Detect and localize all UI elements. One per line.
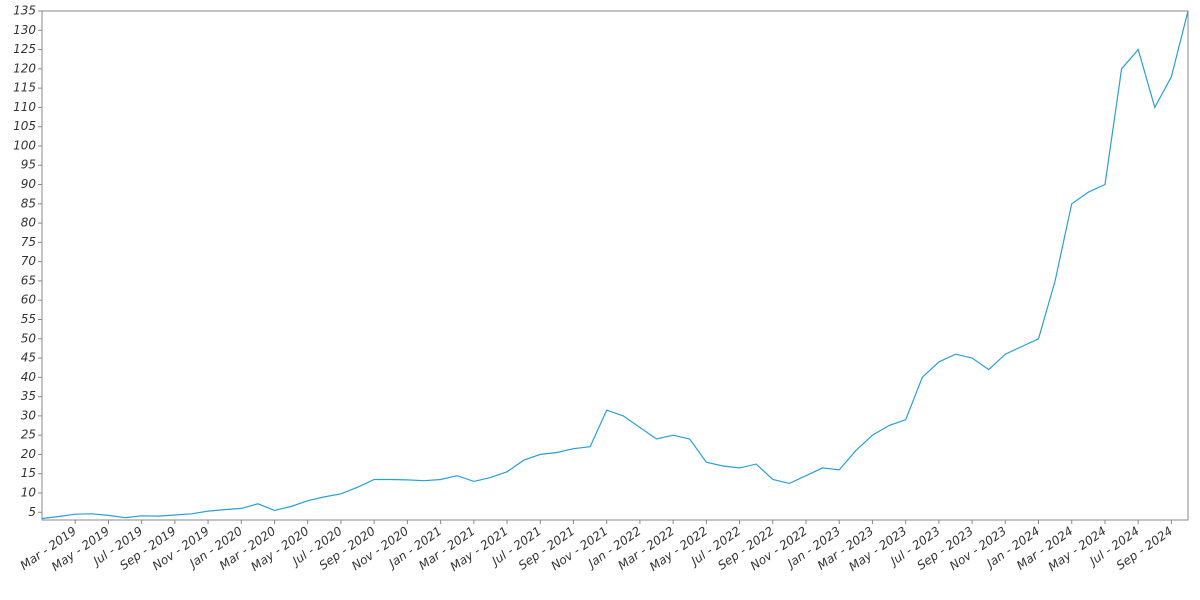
- y-tick-label: 80: [21, 216, 37, 230]
- y-tick-label: 15: [21, 466, 36, 480]
- y-tick-label: 35: [21, 389, 36, 403]
- y-tick-label: 65: [21, 273, 36, 287]
- y-tick-label: 45: [21, 351, 36, 365]
- y-tick-label: 60: [21, 293, 37, 307]
- plot-frame: [41, 10, 1189, 521]
- y-tick-label: 70: [21, 254, 37, 268]
- y-tick-label: 95: [21, 158, 36, 172]
- y-tick-label: 120: [13, 61, 36, 75]
- y-tick-label: 50: [21, 331, 37, 345]
- y-tick-label: 30: [21, 408, 37, 422]
- price-line: [41, 10, 1189, 520]
- y-tick-label: 125: [13, 42, 36, 56]
- y-tick-label: 20: [21, 447, 37, 461]
- y-tick-label: 105: [13, 119, 36, 133]
- y-tick-label: 115: [13, 81, 36, 95]
- y-tick-label: 130: [13, 23, 36, 37]
- y-tick-label: 75: [21, 235, 36, 249]
- y-tick-label: 90: [21, 177, 37, 191]
- y-tick-label: 100: [13, 138, 36, 152]
- y-tick-label: 5: [28, 505, 36, 519]
- y-tick-label: 110: [13, 100, 36, 114]
- y-tick-label: 25: [21, 428, 36, 442]
- y-tick-label: 40: [21, 370, 37, 384]
- y-tick-label: 85: [21, 196, 36, 210]
- y-tick-label: 55: [21, 312, 36, 326]
- y-tick-label: 10: [21, 486, 37, 500]
- y-tick-label: 135: [13, 4, 36, 18]
